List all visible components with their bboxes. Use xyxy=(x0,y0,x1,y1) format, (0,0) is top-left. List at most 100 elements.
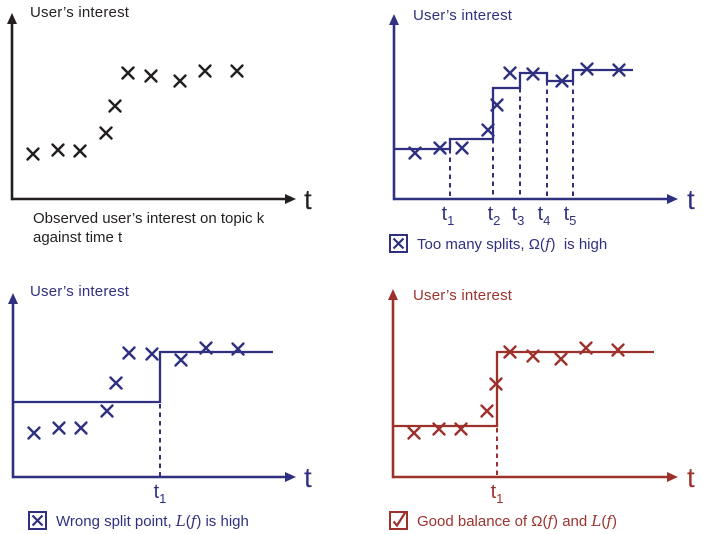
data-point-x-icon xyxy=(554,352,568,366)
legend-math-symbol: f xyxy=(190,511,197,530)
panel-caption: Observed user’s interest on topic k again… xyxy=(33,209,264,247)
tick-label-t2: t2 xyxy=(487,203,501,228)
caption-line: against time t xyxy=(33,229,123,246)
data-point-x-icon xyxy=(526,67,540,81)
data-point-x-icon xyxy=(503,345,517,359)
too-many-splits-plot xyxy=(389,14,678,204)
observed-interest-plot xyxy=(7,13,296,204)
legend-text-segment: is high xyxy=(555,235,608,253)
tick-label-t1: t1 xyxy=(153,481,167,506)
caption-line: Observed user’s interest on topic k xyxy=(33,210,265,227)
step-function-line xyxy=(393,350,654,428)
data-point-x-icon xyxy=(526,349,540,363)
panel-observed-data: User’s interest t Observed user’s interest… xyxy=(0,0,351,267)
legend-text-segment: ) and xyxy=(553,512,592,530)
legend-text-segment: Ω( xyxy=(528,235,545,253)
y-axis-arrow-icon xyxy=(388,289,398,300)
good-balance-plot xyxy=(388,289,678,482)
y-axis-label: User’s interest xyxy=(413,7,513,24)
legend-text-segment: ( xyxy=(185,512,191,530)
data-point-x-icon xyxy=(480,404,494,418)
legend-text: Good balance of Ω(f) and L(f) xyxy=(417,512,617,530)
tick-label-t5: t5 xyxy=(563,203,577,228)
data-point-x-icon xyxy=(454,422,468,436)
wrong-split-point-plot xyxy=(8,293,296,482)
data-point-x-icon xyxy=(26,147,40,161)
panel-good-balance: User’s interest t t1 Good balance of Ω(f) a… xyxy=(351,267,703,534)
legend-text-segment: Good balance of xyxy=(417,512,532,530)
data-point-x-icon xyxy=(121,66,135,80)
data-point-x-icon xyxy=(144,69,158,83)
data-point-x-icon xyxy=(612,63,626,77)
checkbox-x-icon xyxy=(389,234,408,253)
tick-label-t4: t4 xyxy=(537,203,551,228)
x-axis-arrow-icon xyxy=(285,472,296,482)
data-point-x-icon xyxy=(173,74,187,88)
legend-math-symbol: L xyxy=(591,511,602,530)
x-mark-icon xyxy=(392,237,405,250)
step-function-line xyxy=(394,68,633,151)
data-point-x-icon xyxy=(27,426,41,440)
x-axis-arrow-icon xyxy=(667,472,678,482)
data-point-x-icon xyxy=(51,143,65,157)
y-axis-arrow-icon xyxy=(389,14,399,25)
data-point-x-icon xyxy=(432,422,446,436)
data-point-x-icon xyxy=(198,64,212,78)
y-axis-label: User’s interest xyxy=(30,283,130,300)
tick-label-t3: t3 xyxy=(511,203,525,228)
data-point-x-icon xyxy=(52,421,66,435)
data-point-x-icon xyxy=(122,346,136,360)
data-point-x-icon xyxy=(503,66,517,80)
checkbox-checked-icon xyxy=(389,511,408,530)
x-axis-arrow-icon xyxy=(285,194,296,204)
legend-text: Too many splits, Ω(f) is high xyxy=(417,235,607,253)
data-point-x-icon xyxy=(580,62,594,76)
data-point-x-icon xyxy=(490,98,504,112)
step-function-line xyxy=(13,350,273,404)
data-point-x-icon xyxy=(408,146,422,160)
y-axis-arrow-icon xyxy=(7,13,17,24)
data-point-x-icon xyxy=(230,64,244,78)
data-point-x-icon xyxy=(108,99,122,113)
data-point-x-icon xyxy=(199,341,213,355)
y-axis-label: User’s interest xyxy=(413,287,513,304)
legend-text-segment: ) xyxy=(611,512,617,530)
data-point-x-icon xyxy=(231,342,245,356)
panel-too-many-splits: User’s interest t t1 t2 t3 t4 t5 Too many split… xyxy=(351,0,703,267)
legend-text: Wrong split point, L(f) is high xyxy=(56,512,249,530)
checkbox-x-icon xyxy=(28,511,47,530)
legend-text-segment: ) xyxy=(550,235,556,253)
data-point-x-icon xyxy=(555,74,569,88)
x-axis-label: t xyxy=(687,462,695,493)
legend-math-symbol: f xyxy=(606,511,612,530)
legend-text-segment: Too many splits, xyxy=(417,235,529,253)
legend-math-symbol: f xyxy=(547,511,554,530)
panel-legend: Wrong split point, L(f) is high xyxy=(28,511,249,530)
legend-text-segment: Wrong split point, xyxy=(56,512,176,530)
data-point-x-icon xyxy=(99,126,113,140)
data-point-x-icon xyxy=(433,141,447,155)
panel-wrong-split-point: User’s interest t t1 Wrong split point, L(f… xyxy=(0,267,351,534)
legend-math-symbol: f xyxy=(544,234,551,253)
data-point-x-icon xyxy=(455,141,469,155)
check-mark-icon xyxy=(392,511,407,528)
x-mark-icon xyxy=(31,514,44,527)
data-point-x-icon xyxy=(100,404,114,418)
tick-label-t1: t1 xyxy=(441,203,455,228)
data-point-x-icon xyxy=(174,353,188,367)
data-point-x-icon xyxy=(489,377,503,391)
data-point-x-icon xyxy=(611,343,625,357)
data-point-x-icon xyxy=(407,426,421,440)
legend-text-segment: Ω( xyxy=(531,512,548,530)
panel-legend: Too many splits, Ω(f) is high xyxy=(389,234,607,253)
legend-math-symbol: L xyxy=(175,511,186,530)
legend-text-segment: ) is high xyxy=(196,512,249,530)
x-axis-label: t xyxy=(304,184,312,215)
data-point-x-icon xyxy=(73,144,87,158)
y-axis-arrow-icon xyxy=(8,293,18,304)
data-point-x-icon xyxy=(74,421,88,435)
x-axis-label: t xyxy=(687,184,695,215)
data-point-x-icon xyxy=(579,341,593,355)
data-point-x-icon xyxy=(145,347,159,361)
